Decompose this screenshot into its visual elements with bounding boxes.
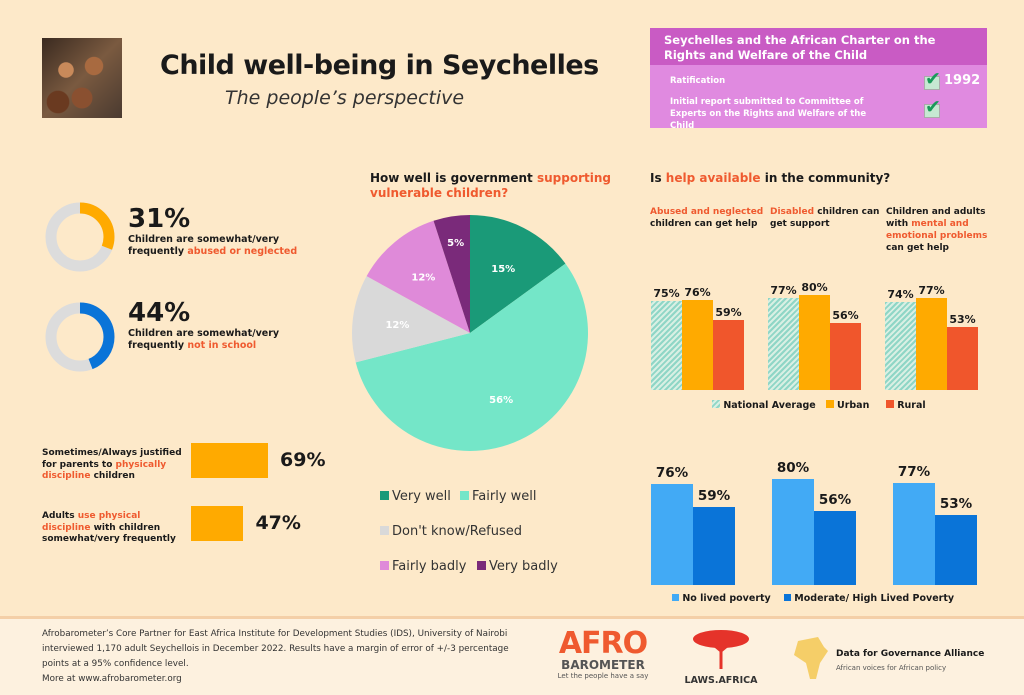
help-value: 77% bbox=[770, 284, 797, 298]
pie-slice bbox=[355, 263, 588, 451]
help-bar bbox=[885, 301, 916, 390]
poverty-value: 80% bbox=[776, 460, 810, 476]
page-title: Child well-being in Seychelles bbox=[160, 50, 599, 81]
help-value: 53% bbox=[949, 312, 976, 326]
poverty-bar bbox=[772, 479, 814, 585]
help-value: 75% bbox=[653, 286, 680, 300]
discipline-bar bbox=[191, 443, 268, 478]
poverty-value: 59% bbox=[697, 487, 731, 504]
pie-slice bbox=[470, 215, 566, 333]
pie-title: How well is government supporting vulner… bbox=[370, 171, 611, 200]
help-legend: National Average Urban Rural bbox=[712, 400, 926, 412]
help-bar bbox=[916, 298, 947, 390]
footer-text: Afrobarometer’s Core Partner for East Af… bbox=[42, 629, 509, 684]
poverty-bar bbox=[935, 514, 977, 585]
tree-icon bbox=[693, 630, 749, 669]
group-label: Abused and neglected children can get he… bbox=[650, 207, 764, 229]
legend-fairly-well: Fairly well bbox=[460, 489, 537, 504]
page-subtitle: The people’s perspective bbox=[225, 87, 465, 109]
stat-value: 31% bbox=[128, 204, 191, 234]
poverty-bar bbox=[893, 482, 935, 585]
pie-label: 12% bbox=[385, 320, 409, 331]
help-bar bbox=[947, 326, 978, 390]
report-label: Initial report submitted to Committee of… bbox=[670, 97, 867, 131]
check-icon bbox=[924, 68, 941, 90]
ratification-label: Ratification bbox=[670, 76, 726, 86]
legend-very-badly: Very badly bbox=[477, 559, 558, 574]
pie-slice bbox=[352, 276, 470, 363]
ratification-year: 1992 bbox=[944, 73, 981, 88]
bar-value: 69% bbox=[280, 449, 326, 471]
help-bar bbox=[768, 298, 799, 390]
stat-highlight: not in school bbox=[187, 340, 257, 351]
help-bar bbox=[682, 299, 713, 390]
poverty-value: 77% bbox=[897, 463, 931, 480]
help-value: 76% bbox=[684, 285, 711, 299]
pie-label: 56% bbox=[489, 395, 513, 406]
pie-label: 15% bbox=[491, 264, 515, 275]
charter-title: Seychelles and the African Charter on th… bbox=[650, 28, 987, 65]
poverty-value: 76% bbox=[655, 465, 689, 482]
pie-label: 5% bbox=[447, 238, 464, 249]
legend-dont-know: Don't know/Refused bbox=[380, 524, 522, 539]
stat-school: 44% Children are somewhat/very frequentl… bbox=[128, 298, 328, 352]
help-bar bbox=[799, 294, 830, 390]
footer: Afrobarometer’s Core Partner for East Af… bbox=[0, 616, 1024, 695]
discipline-bar bbox=[191, 506, 244, 541]
stat-abused: 31% Children are somewhat/very frequentl… bbox=[128, 204, 328, 258]
help-value: 80% bbox=[801, 280, 828, 294]
stat-value: 44% bbox=[128, 298, 191, 328]
help-value: 56% bbox=[832, 309, 859, 323]
help-value: 74% bbox=[887, 287, 914, 301]
poverty-bar bbox=[814, 510, 856, 585]
help-bar bbox=[830, 323, 861, 390]
stat-text: Children are somewhat/very frequently bbox=[128, 328, 280, 351]
pie-label: 12% bbox=[411, 273, 435, 284]
donut-value-arc bbox=[45, 202, 115, 272]
laws-africa-logo: LAWS.AFRICA bbox=[680, 629, 762, 686]
help-title: Is help available in the community? bbox=[650, 171, 891, 185]
bar-label: Sometimes/Always justified for parents t… bbox=[42, 448, 182, 481]
legend-fairly-badly: Fairly badly bbox=[380, 559, 466, 574]
pie-slice bbox=[366, 220, 470, 333]
legend-very-well: Very well bbox=[380, 489, 451, 504]
bar-value: 47% bbox=[255, 512, 301, 534]
dga-tagline: African voices for African policy bbox=[836, 664, 947, 672]
bar-label: Adults use physical discipline with chil… bbox=[42, 511, 176, 544]
poverty-bar bbox=[651, 484, 693, 585]
poverty-value: 53% bbox=[939, 495, 973, 512]
donut-charts bbox=[45, 202, 115, 372]
charter-box: Seychelles and the African Charter on th… bbox=[650, 28, 987, 131]
donut-value-arc bbox=[45, 302, 115, 372]
stat-text: Children are somewhat/very frequently bbox=[128, 234, 280, 257]
help-value: 77% bbox=[918, 284, 945, 298]
help-bar bbox=[651, 300, 682, 390]
afrobarometer-logo: AFRO BAROMETER Let the people have a say bbox=[557, 626, 649, 681]
stat-highlight: abused or neglected bbox=[187, 246, 298, 257]
group-label: Children and adults with mental and emot… bbox=[886, 207, 988, 253]
check-icon bbox=[924, 96, 941, 118]
children-photo bbox=[42, 38, 122, 118]
pie-chart: 15% 56% 12% 12% 5% bbox=[352, 215, 588, 451]
poverty-legend: No lived poverty Moderate/ High Lived Po… bbox=[672, 593, 954, 605]
dga-name: Data for Governance Alliance bbox=[836, 649, 985, 659]
africa-map-icon bbox=[794, 637, 828, 679]
help-value: 59% bbox=[715, 305, 742, 319]
poverty-bar bbox=[693, 506, 735, 585]
poverty-value: 56% bbox=[818, 491, 852, 508]
help-bar bbox=[713, 319, 744, 390]
group-label: Disabled children can get support bbox=[770, 207, 880, 229]
pie-slice bbox=[433, 215, 470, 333]
